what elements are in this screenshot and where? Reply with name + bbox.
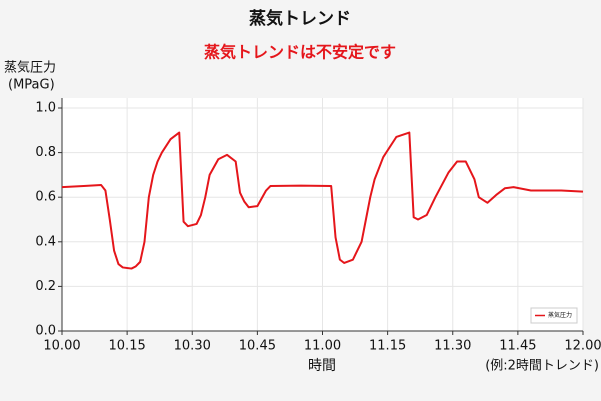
x-tick-label: 10.30 bbox=[174, 339, 211, 354]
y-tick-label: 0.0 bbox=[35, 324, 56, 339]
x-tick-label: 10.00 bbox=[43, 339, 80, 354]
x-tick-label: 11.00 bbox=[304, 339, 341, 354]
y-tick-label: 1.0 bbox=[35, 101, 56, 116]
x-tick-label: 11.30 bbox=[434, 339, 471, 354]
x-tick-label: 12.00 bbox=[564, 339, 601, 354]
x-axis-label: 時間 bbox=[308, 358, 336, 374]
y-tick-label: 0.8 bbox=[35, 145, 56, 160]
x-tick-label: 11.15 bbox=[369, 339, 406, 354]
x-tick-label: 11.45 bbox=[499, 339, 536, 354]
y-axis-unit: (MPaG) bbox=[8, 78, 55, 93]
legend-box bbox=[530, 307, 578, 324]
y-tick-label: 0.4 bbox=[35, 234, 56, 249]
x-tick-label: 10.15 bbox=[109, 339, 146, 354]
x-tick-label: 10.45 bbox=[239, 339, 276, 354]
y-tick-label: 0.2 bbox=[35, 279, 56, 294]
y-axis-label: 蒸気圧力 bbox=[4, 60, 56, 76]
chart-title: 蒸気トレンド bbox=[249, 8, 351, 29]
y-tick-label: 0.6 bbox=[35, 190, 56, 205]
chart-subtitle: 蒸気トレンドは不安定です bbox=[204, 43, 396, 62]
note: (例:2時間トレンド) bbox=[485, 359, 599, 374]
data-line bbox=[61, 131, 584, 270]
legend-label: 蒸気圧力 bbox=[548, 311, 572, 319]
